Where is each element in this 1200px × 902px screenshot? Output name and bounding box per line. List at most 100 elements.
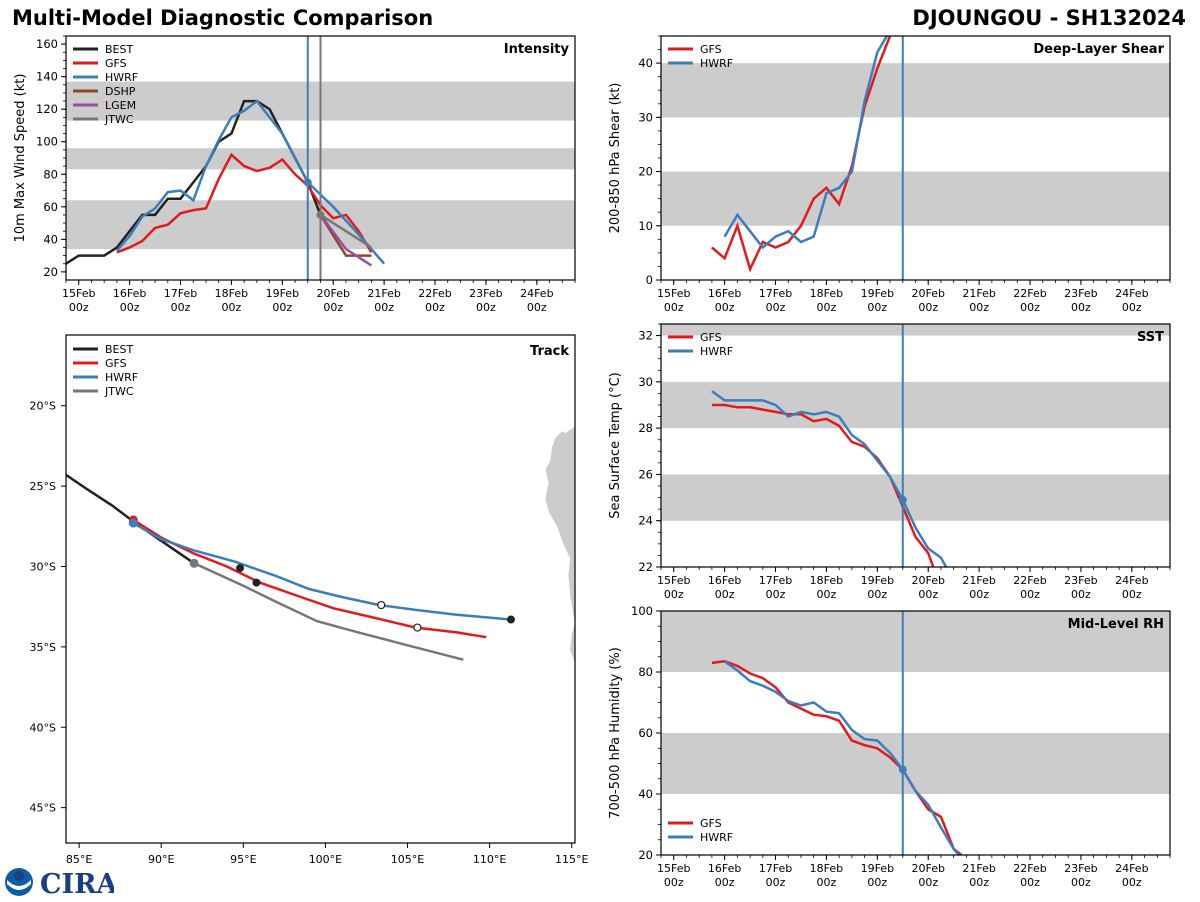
y-axis-label: 200-850 hPa Shear (kt) <box>608 83 623 234</box>
x-tick-sublabel: 00z <box>664 301 684 314</box>
x-tick-sublabel: 00z <box>1020 301 1040 314</box>
y-tick-label: 35°S <box>30 641 56 654</box>
x-tick-sublabel: 00z <box>766 876 786 889</box>
x-tick-label: 20Feb <box>911 862 944 875</box>
track-marker-position <box>236 564 245 573</box>
x-tick-sublabel: 00z <box>1122 876 1142 889</box>
map-group <box>66 426 575 663</box>
track-marker-position <box>252 578 261 587</box>
x-tick-sublabel: 00z <box>1071 588 1091 601</box>
axes-frame <box>65 334 576 844</box>
x-tick-sublabel: 00z <box>272 301 292 314</box>
x-tick-sublabel: 00z <box>171 301 191 314</box>
x-tick-label: 18Feb <box>810 287 843 300</box>
x-tick-label: 20Feb <box>911 287 944 300</box>
track-marker-position <box>506 615 515 624</box>
series-line-gfs <box>116 152 373 254</box>
x-tick-label: 16Feb <box>708 574 741 587</box>
panel-title: Mid-Level RH <box>1068 617 1164 632</box>
track-line-jtwc <box>193 562 464 661</box>
x-tick-sublabel: 00z <box>1020 588 1040 601</box>
legend-label-jtwc: JTWC <box>104 385 134 398</box>
shaded-band <box>661 171 1170 226</box>
legend-label-best: BEST <box>105 343 133 356</box>
y-tick-label: 40°S <box>30 721 56 734</box>
x-tick-sublabel: 00z <box>1122 301 1142 314</box>
y-tick-label: 60 <box>638 726 653 740</box>
x-tick-label: 21Feb <box>962 862 995 875</box>
x-tick-sublabel: 00z <box>817 876 837 889</box>
marker-jtwc <box>316 210 325 219</box>
series-line-hwrf <box>723 660 960 855</box>
series-line-gfs <box>711 36 892 273</box>
y-tick-label: 32 <box>638 329 653 343</box>
y-tick-label: 40 <box>638 787 653 801</box>
x-tick-sublabel: 00z <box>425 301 445 314</box>
x-tick-sublabel: 00z <box>715 876 735 889</box>
x-tick-label: 85°E <box>66 853 92 866</box>
x-tick-label: 17Feb <box>164 287 197 300</box>
track-line-hwrf <box>132 522 512 621</box>
cira-logo-text: CIRA <box>40 869 114 898</box>
x-tick-label: 24Feb <box>1115 287 1148 300</box>
x-tick-label: 24Feb <box>1115 862 1148 875</box>
x-tick-sublabel: 00z <box>1122 588 1142 601</box>
y-tick-label: 45°S <box>30 802 56 815</box>
series-line-hwrf <box>723 36 889 250</box>
track-marker-open <box>377 600 386 610</box>
x-tick-sublabel: 00z <box>969 876 989 889</box>
x-tick-label: 20Feb <box>911 574 944 587</box>
x-tick-label: 19Feb <box>861 574 894 587</box>
y-tick-label: 60 <box>43 200 58 214</box>
legend-label-gfs: GFS <box>700 43 722 56</box>
panel-title: Track <box>530 344 569 359</box>
x-tick-label: 21Feb <box>962 574 995 587</box>
x-tick-label: 23Feb <box>1064 287 1097 300</box>
y-tick-label: 120 <box>36 102 58 116</box>
x-tick-label: 90°E <box>148 853 174 866</box>
x-tick-label: 23Feb <box>469 287 502 300</box>
x-tick-sublabel: 00z <box>918 876 938 889</box>
y-axis-label: Sea Surface Temp (°C) <box>608 372 623 519</box>
chart-shear: 01020304015Feb00z16Feb00z17Feb00z18Feb00… <box>608 35 1171 314</box>
y-tick-label: 20 <box>638 848 653 862</box>
x-tick-sublabel: 00z <box>867 876 887 889</box>
y-tick-label: 20 <box>638 165 653 179</box>
legend-label-gfs: GFS <box>105 57 127 70</box>
y-tick-label: 140 <box>36 70 58 84</box>
x-tick-label: 18Feb <box>810 862 843 875</box>
x-tick-label: 95°E <box>230 853 256 866</box>
legend-label-lgem: LGEM <box>105 99 136 112</box>
legend-label-hwrf: HWRF <box>700 345 733 358</box>
shaded-band <box>661 381 1170 429</box>
x-tick-label: 20Feb <box>316 287 349 300</box>
legend-label-gfs: GFS <box>700 817 722 830</box>
y-tick-label: 30 <box>638 110 653 124</box>
x-tick-label: 16Feb <box>708 862 741 875</box>
x-tick-sublabel: 00z <box>918 301 938 314</box>
x-tick-sublabel: 00z <box>817 301 837 314</box>
x-tick-label: 19Feb <box>266 287 299 300</box>
y-tick-label: 80 <box>43 167 58 181</box>
shaded-band <box>66 81 575 121</box>
series-group <box>711 36 892 273</box>
series-line-hwrf <box>115 99 386 265</box>
legend-label-hwrf: HWRF <box>700 57 733 70</box>
x-tick-label: 19Feb <box>861 287 894 300</box>
axes-frame <box>65 35 576 281</box>
series-line-best <box>66 99 322 265</box>
x-tick-sublabel: 00z <box>766 588 786 601</box>
shaded-band <box>66 148 575 170</box>
x-tick-sublabel: 00z <box>69 301 89 314</box>
x-tick-label: 15Feb <box>657 287 690 300</box>
y-tick-label: 25°S <box>30 480 56 493</box>
x-tick-label: 17Feb <box>759 574 792 587</box>
y-tick-label: 40 <box>638 56 653 70</box>
series-group <box>711 660 963 855</box>
x-tick-sublabel: 00z <box>476 301 496 314</box>
series-line-jtwc <box>319 213 373 249</box>
y-tick-label: 40 <box>43 232 58 246</box>
legend-label-hwrf: HWRF <box>105 71 138 84</box>
x-tick-sublabel: 00z <box>222 301 242 314</box>
